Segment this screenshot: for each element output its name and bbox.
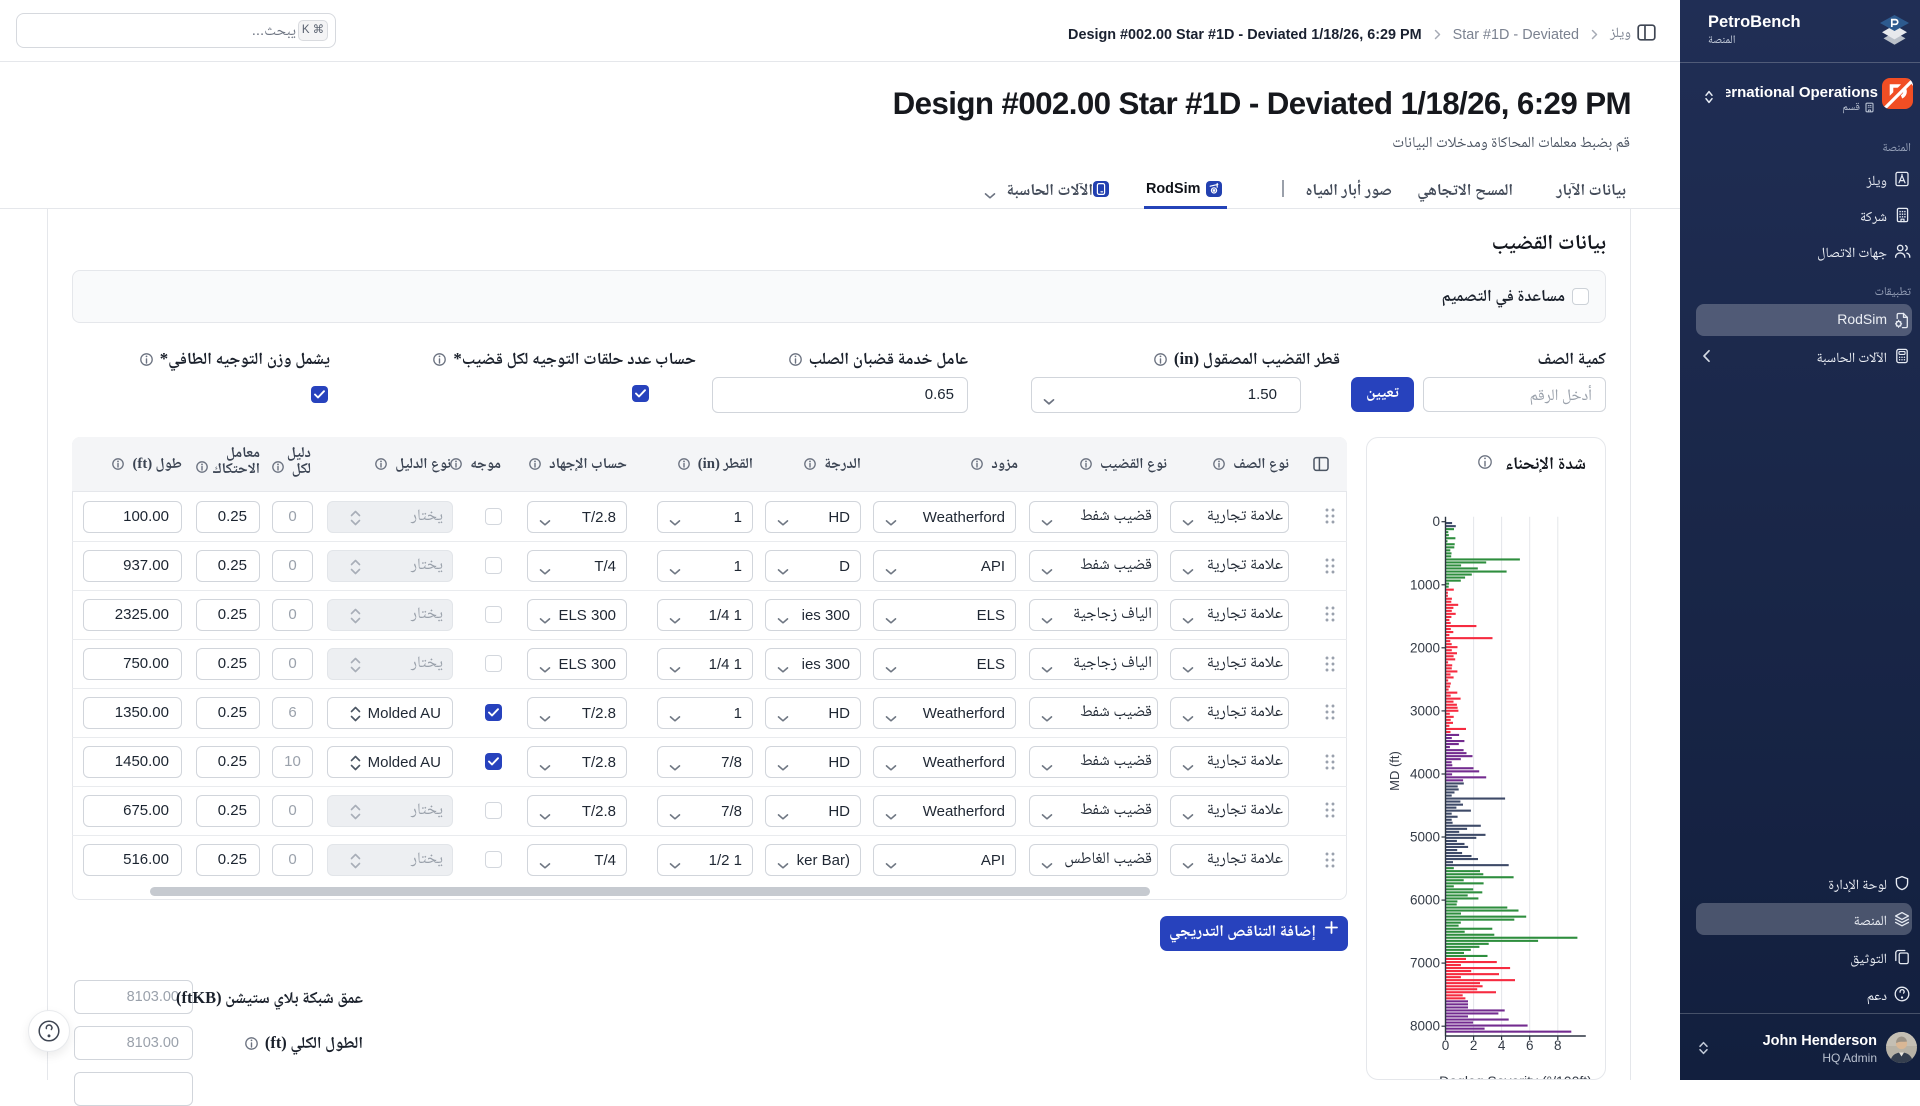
svg-text:4000: 4000 xyxy=(1410,767,1440,782)
svg-text:7000: 7000 xyxy=(1410,956,1440,971)
svg-text:0: 0 xyxy=(1442,1038,1450,1053)
svg-text:1000: 1000 xyxy=(1410,577,1440,592)
svg-text:Dogleg Severity (°/100ft): Dogleg Severity (°/100ft) xyxy=(1439,1073,1592,1080)
svg-text:2000: 2000 xyxy=(1410,640,1440,655)
svg-text:0: 0 xyxy=(1432,514,1440,529)
svg-text:2: 2 xyxy=(1470,1038,1478,1053)
svg-text:8000: 8000 xyxy=(1410,1019,1440,1034)
svg-text:3000: 3000 xyxy=(1410,703,1440,718)
svg-text:4: 4 xyxy=(1498,1038,1506,1053)
svg-text:6000: 6000 xyxy=(1410,893,1440,908)
svg-text:5000: 5000 xyxy=(1410,830,1440,845)
svg-text:6: 6 xyxy=(1526,1038,1534,1053)
svg-text:MD (ft): MD (ft) xyxy=(1387,751,1402,791)
svg-text:8: 8 xyxy=(1554,1038,1562,1053)
